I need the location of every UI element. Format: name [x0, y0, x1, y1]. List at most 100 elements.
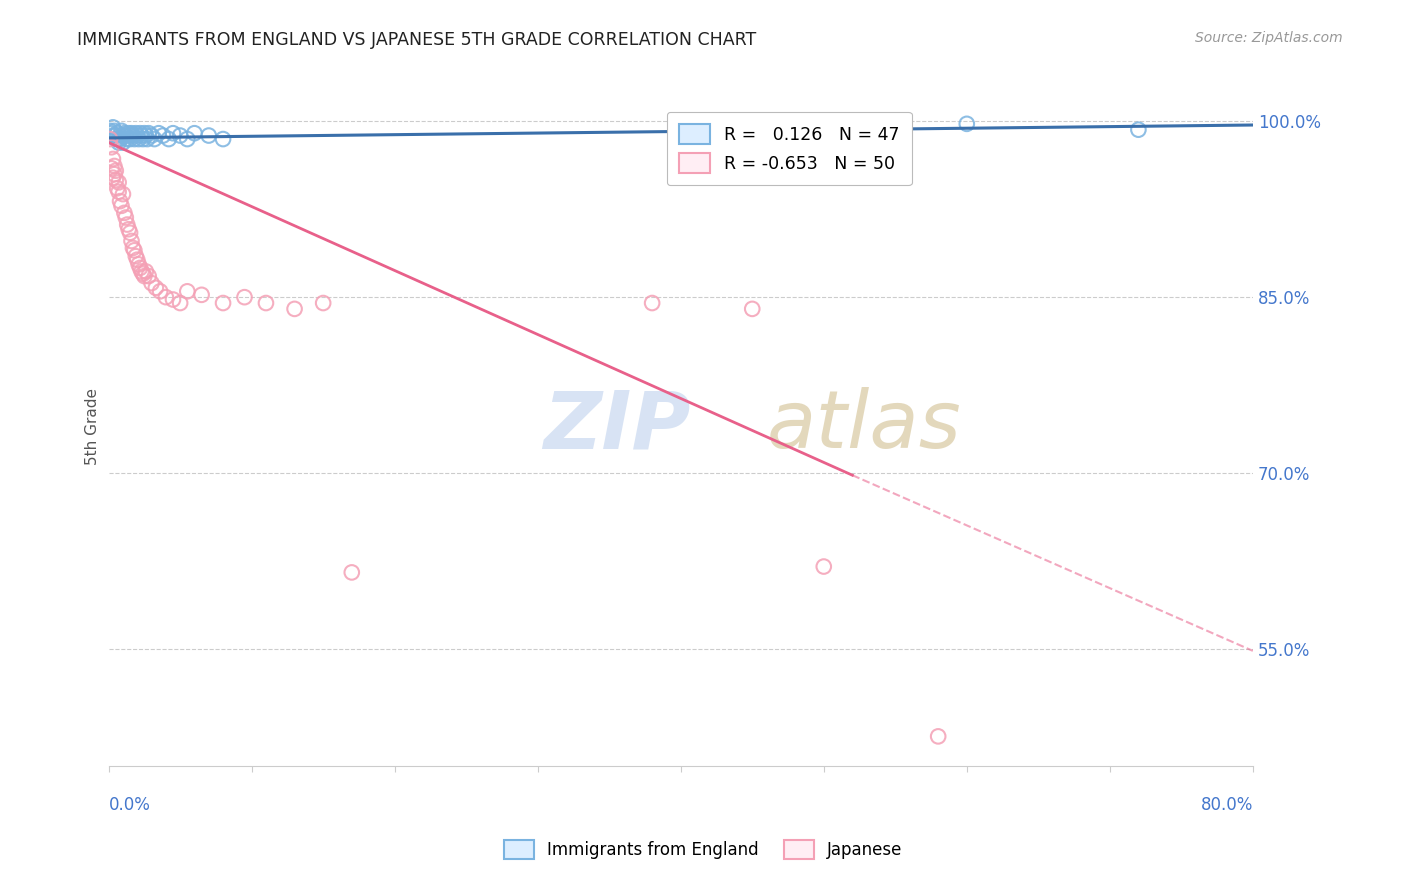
Point: [132, 267, 155, 281]
Point: [129, 126, 152, 140]
Legend: Immigrants from England, Japanese: Immigrants from England, Japanese: [495, 831, 911, 868]
Point: [340, 566, 363, 580]
Point: [101, 128, 124, 143]
Point: [112, 206, 135, 220]
Point: [98, 124, 121, 138]
Point: [134, 269, 156, 284]
Point: [108, 194, 131, 208]
Point: [135, 128, 157, 143]
Point: [254, 296, 277, 310]
Point: [100, 140, 122, 154]
Point: [162, 126, 184, 140]
Point: [114, 128, 136, 143]
Point: [136, 132, 159, 146]
Point: [141, 276, 163, 290]
Point: [107, 175, 129, 189]
Point: [118, 222, 141, 236]
Point: [956, 117, 979, 131]
Text: ZIP: ZIP: [544, 387, 690, 465]
Point: [1128, 122, 1150, 136]
Point: [132, 132, 155, 146]
Point: [927, 730, 949, 744]
Point: [233, 290, 256, 304]
Point: [120, 226, 142, 240]
Point: [110, 124, 132, 138]
Point: [105, 126, 128, 140]
Point: [111, 187, 134, 202]
Point: [162, 293, 184, 307]
Point: [122, 241, 145, 255]
Y-axis label: 5th Grade: 5th Grade: [86, 387, 100, 465]
Text: 80.0%: 80.0%: [1201, 797, 1253, 814]
Point: [100, 161, 122, 176]
Point: [121, 126, 143, 140]
Point: [197, 128, 219, 143]
Point: [108, 132, 131, 146]
Point: [149, 285, 172, 299]
Point: [121, 234, 143, 248]
Point: [98, 132, 121, 146]
Point: [100, 126, 122, 140]
Point: [128, 257, 150, 271]
Point: [107, 136, 129, 150]
Point: [101, 152, 124, 166]
Point: [148, 126, 170, 140]
Point: [128, 132, 150, 146]
Point: [129, 260, 152, 275]
Point: [101, 120, 124, 135]
Point: [152, 128, 174, 143]
Point: [118, 126, 141, 140]
Point: [145, 281, 167, 295]
Point: [122, 128, 145, 143]
Point: [127, 252, 149, 267]
Point: [103, 124, 125, 138]
Point: [138, 126, 160, 140]
Point: [641, 296, 664, 310]
Point: [312, 296, 335, 310]
Text: 0.0%: 0.0%: [108, 797, 150, 814]
Point: [124, 132, 146, 146]
Point: [212, 132, 235, 146]
Point: [169, 296, 191, 310]
Point: [212, 296, 235, 310]
Point: [103, 159, 125, 173]
Point: [104, 128, 127, 143]
Point: [104, 173, 127, 187]
Point: [103, 167, 125, 181]
Point: [190, 288, 212, 302]
Point: [138, 269, 160, 284]
Point: [741, 301, 763, 316]
Point: [135, 264, 157, 278]
Point: [176, 132, 198, 146]
Point: [125, 249, 148, 263]
Point: [105, 181, 128, 195]
Point: [127, 128, 149, 143]
Point: [104, 132, 127, 146]
Point: [107, 132, 129, 146]
Point: [115, 132, 138, 146]
Point: [141, 128, 163, 143]
Point: [120, 128, 142, 143]
Point: [131, 128, 153, 143]
Text: Source: ZipAtlas.com: Source: ZipAtlas.com: [1195, 31, 1343, 45]
Point: [155, 290, 177, 304]
Point: [112, 126, 135, 140]
Point: [134, 126, 156, 140]
Legend: R =   0.126   N = 47, R = -0.653   N = 50: R = 0.126 N = 47, R = -0.653 N = 50: [666, 112, 912, 186]
Point: [110, 199, 132, 213]
Point: [143, 132, 166, 146]
Point: [107, 185, 129, 199]
Point: [131, 264, 153, 278]
Point: [120, 132, 142, 146]
Point: [284, 301, 307, 316]
Point: [101, 170, 124, 185]
Point: [813, 559, 835, 574]
Point: [108, 128, 131, 143]
Point: [169, 128, 191, 143]
Point: [111, 128, 134, 143]
Text: atlas: atlas: [766, 387, 962, 465]
Point: [183, 126, 205, 140]
Text: IMMIGRANTS FROM ENGLAND VS JAPANESE 5TH GRADE CORRELATION CHART: IMMIGRANTS FROM ENGLAND VS JAPANESE 5TH …: [77, 31, 756, 49]
Point: [176, 285, 198, 299]
Point: [114, 211, 136, 225]
